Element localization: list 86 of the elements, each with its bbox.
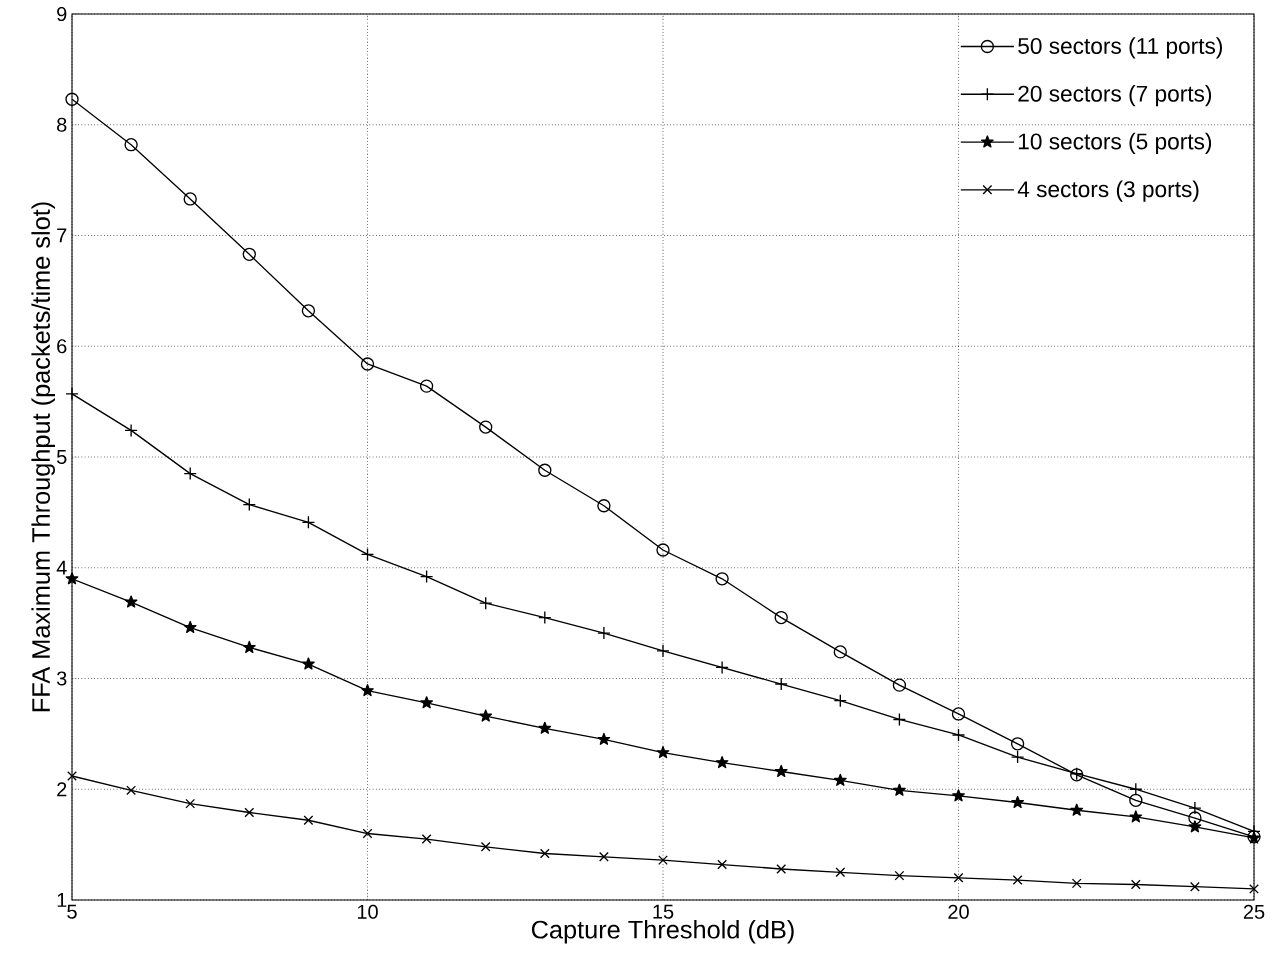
point (362, 828, 373, 839)
point (538, 721, 552, 734)
point (419, 379, 434, 393)
point (774, 610, 788, 625)
point (892, 678, 907, 692)
point (420, 696, 433, 709)
point (892, 712, 907, 727)
point (302, 657, 315, 670)
y-tick-label: 8 (57, 117, 67, 132)
point (242, 640, 256, 653)
point (183, 620, 197, 634)
point (1130, 879, 1141, 890)
point (1071, 878, 1082, 889)
point (597, 499, 611, 513)
point (539, 848, 550, 859)
point (65, 572, 79, 585)
point (360, 547, 375, 562)
point (953, 872, 964, 883)
point (1188, 811, 1202, 825)
y-tick-label: 2 (57, 782, 67, 797)
point (835, 867, 846, 878)
x-axis-title: Capture Threshold (dB) (531, 920, 794, 944)
point (244, 807, 255, 818)
point (1012, 875, 1023, 885)
point (894, 870, 905, 881)
point (1129, 793, 1143, 807)
point (833, 645, 847, 659)
legend-label: 50 sectors (11 ports) (1018, 37, 1222, 59)
x-tick-label: 20 (948, 904, 969, 919)
point (951, 728, 966, 742)
point (951, 707, 966, 721)
y-tick-label: 4 (56, 560, 67, 575)
point (1190, 881, 1200, 892)
point (126, 785, 137, 796)
point (65, 92, 79, 106)
point (717, 859, 728, 870)
point (124, 595, 138, 608)
point (361, 684, 374, 697)
point (656, 746, 670, 759)
point (479, 420, 493, 434)
point (774, 764, 788, 778)
point (598, 851, 609, 862)
y-tick-label: 7 (57, 228, 67, 243)
point (1249, 884, 1259, 894)
point (658, 855, 668, 866)
point (538, 463, 552, 477)
x-tick-label: 10 (357, 904, 378, 919)
point (301, 304, 316, 318)
point (303, 815, 314, 826)
y-axis-title: FFA Maximum Throughput (packets/time slot) (31, 202, 56, 712)
y-tick-label: 5 (56, 450, 67, 464)
point (124, 138, 138, 152)
x-tick-label: 25 (1243, 904, 1265, 919)
point (419, 569, 434, 584)
y-tick-label: 3 (56, 671, 67, 686)
point (1188, 820, 1202, 833)
point (952, 789, 965, 802)
point (1010, 737, 1025, 751)
x-tick-label: 15 (653, 904, 674, 919)
point (776, 864, 787, 874)
point (1070, 803, 1084, 816)
y-tick-label: 6 (57, 339, 67, 354)
legend-label: 4 sectors (3 ports) (1017, 180, 1199, 202)
point (893, 783, 906, 796)
point (715, 755, 729, 769)
legend-label: 20 sectors (7 ports) (1018, 85, 1212, 107)
point (67, 771, 77, 781)
point (656, 543, 670, 557)
point (1129, 810, 1143, 823)
point (480, 841, 491, 852)
point (301, 515, 316, 529)
point (479, 709, 493, 722)
point (715, 572, 729, 586)
point (183, 192, 197, 206)
point (597, 732, 611, 745)
point (421, 834, 432, 844)
point (242, 247, 256, 261)
x-tick-label: 5 (67, 904, 77, 919)
point (833, 773, 847, 786)
legend-label: 10 sectors (5 ports) (1018, 132, 1212, 154)
point (1010, 750, 1025, 764)
point (360, 357, 375, 371)
y-tick-label: 9 (57, 6, 67, 22)
y-tick-label: 1 (57, 893, 67, 907)
point (1011, 795, 1024, 809)
point (185, 798, 196, 809)
